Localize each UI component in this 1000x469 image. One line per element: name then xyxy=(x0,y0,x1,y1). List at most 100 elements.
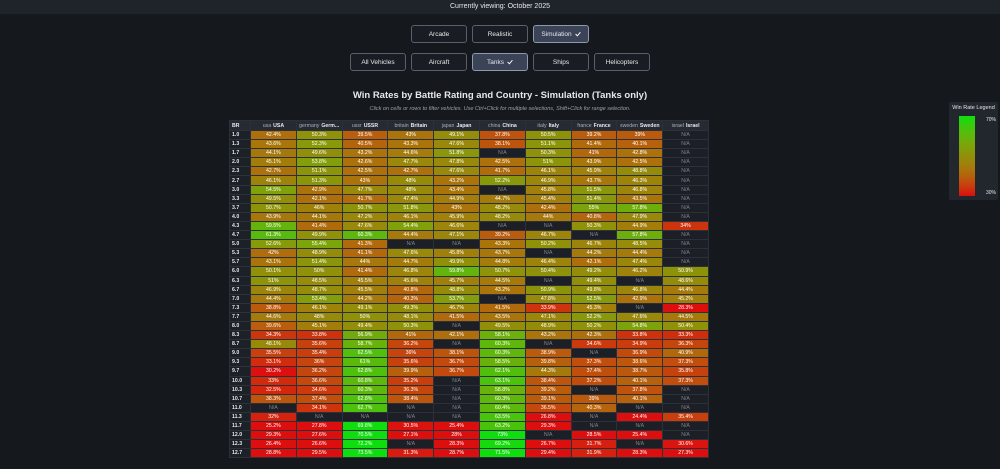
br-row[interactable]: 12.7 28.8% 29.5% 73.5% 31.3% 28.7% 71.5% 29.4% 3… xyxy=(229,448,709,459)
win-rate-cell[interactable]: 59.8% xyxy=(433,266,480,277)
win-rate-cell[interactable]: 54.4% xyxy=(387,220,435,232)
win-rate-cell[interactable]: 45.1% xyxy=(250,157,297,168)
br-cell[interactable]: 6.7 xyxy=(229,284,251,295)
win-rate-cell[interactable]: 28.3% xyxy=(433,439,480,450)
win-rate-cell[interactable]: 54.8% xyxy=(616,320,664,332)
win-rate-cell[interactable]: 44.6% xyxy=(250,311,297,322)
filter-button[interactable]: Helicopters xyxy=(594,53,650,71)
win-rate-cell[interactable]: 29.3% xyxy=(250,430,297,441)
br-row[interactable]: 9.7 30.2% 36.2% 62.8% 39.9% 36.7% 62.1% 44.3% 37… xyxy=(229,366,709,377)
win-rate-cell[interactable]: 35.6% xyxy=(295,339,343,350)
win-rate-cell[interactable]: 62.7% xyxy=(341,402,389,413)
win-rate-cell[interactable]: 34.6% xyxy=(570,339,618,350)
win-rate-cell[interactable]: 45.3% xyxy=(570,302,618,313)
win-rate-cell[interactable]: 48.5% xyxy=(616,239,664,250)
win-rate-cell[interactable]: 33.8% xyxy=(295,330,343,341)
win-rate-cell[interactable]: 40.1% xyxy=(616,393,664,404)
win-rate-cell[interactable]: 42.7% xyxy=(250,166,297,177)
win-rate-cell[interactable]: 57.8% xyxy=(616,230,664,241)
br-row[interactable]: 3.0 54.5% 42.9% 47.7% 48% 43.4% N/A 45.8% 51.5% 4… xyxy=(229,184,709,195)
win-rate-cell[interactable]: 41.7% xyxy=(341,193,389,204)
win-rate-cell[interactable]: 72.2% xyxy=(341,439,389,450)
win-rate-cell[interactable]: 48.6% xyxy=(662,275,709,286)
win-rate-cell[interactable]: 43.9% xyxy=(570,157,618,168)
win-rate-cell[interactable]: 28.7% xyxy=(433,448,480,459)
br-cell[interactable]: 11.3 xyxy=(229,411,251,423)
win-rate-cell[interactable]: 52.6% xyxy=(250,239,297,250)
br-row[interactable]: 1.7 44.1% 49.6% 43.2% 44.6% 51.8% N/A 50.3% 41% 4… xyxy=(229,148,709,159)
win-rate-cell[interactable]: 51.4% xyxy=(295,257,343,268)
win-rate-cell[interactable]: N/A xyxy=(478,293,526,304)
win-rate-cell[interactable]: 60.3% xyxy=(341,384,389,395)
win-rate-cell[interactable]: 35.8% xyxy=(662,366,709,377)
win-rate-cell[interactable]: 48.2% xyxy=(478,202,526,213)
win-rate-cell[interactable]: 33.9% xyxy=(524,302,572,313)
win-rate-cell[interactable]: 35.5% xyxy=(250,348,297,359)
win-rate-cell[interactable]: 63.1% xyxy=(478,375,526,386)
win-rate-cell[interactable]: 41.3% xyxy=(341,239,389,250)
br-cell[interactable]: 3.7 xyxy=(229,202,251,213)
win-rate-cell[interactable]: N/A xyxy=(433,320,480,332)
win-rate-cell[interactable]: 51.5% xyxy=(570,184,618,195)
br-cell[interactable]: 8.7 xyxy=(229,339,251,350)
win-rate-cell[interactable]: 46.9% xyxy=(524,175,572,186)
win-rate-cell[interactable]: 26.8% xyxy=(524,411,572,423)
win-rate-cell[interactable]: 35.2% xyxy=(387,375,435,386)
win-rate-cell[interactable]: 36.7% xyxy=(433,366,480,377)
win-rate-cell[interactable]: 46.7% xyxy=(433,302,480,313)
country-header[interactable]: usa USA xyxy=(250,120,297,131)
win-rate-cell[interactable]: 43.3% xyxy=(478,239,526,250)
win-rate-cell[interactable]: N/A xyxy=(662,384,709,395)
win-rate-cell[interactable]: 50.3% xyxy=(524,148,572,159)
win-rate-cell[interactable]: 32% xyxy=(250,411,297,423)
win-rate-cell[interactable]: N/A xyxy=(662,211,709,222)
win-rate-cell[interactable]: 37.4% xyxy=(295,393,343,404)
win-rate-cell[interactable]: 50.3% xyxy=(570,220,618,232)
win-rate-cell[interactable]: 49.4% xyxy=(570,275,618,286)
win-rate-cell[interactable]: 53.7% xyxy=(433,293,480,304)
win-rate-cell[interactable]: 49.4% xyxy=(341,320,389,332)
win-rate-cell[interactable]: N/A xyxy=(478,184,526,195)
win-rate-cell[interactable]: 46.3% xyxy=(616,175,664,186)
win-rate-cell[interactable]: 44.4% xyxy=(250,293,297,304)
br-row[interactable]: 11.0 N/A 34.1% 62.7% N/A N/A 60.4% 36.5% 40.3% N/… xyxy=(229,402,709,413)
win-rate-cell[interactable]: 53.4% xyxy=(295,293,343,304)
country-header[interactable]: germany Germ... xyxy=(295,120,343,131)
win-rate-cell[interactable]: 47.6% xyxy=(387,248,435,259)
win-rate-cell[interactable]: 27.3% xyxy=(662,448,709,459)
win-rate-cell[interactable]: 46.1% xyxy=(250,175,297,186)
win-rate-cell[interactable]: N/A xyxy=(662,157,709,168)
win-rate-cell[interactable]: 50.7% xyxy=(478,266,526,277)
win-rate-cell[interactable]: 27.6% xyxy=(295,430,343,441)
filter-button[interactable]: Realistic xyxy=(472,25,528,43)
win-rate-cell[interactable]: 29.4% xyxy=(524,448,572,459)
win-rate-cell[interactable]: 37.3% xyxy=(662,375,709,386)
win-rate-cell[interactable]: 43.9% xyxy=(250,211,297,222)
win-rate-cell[interactable]: 43% xyxy=(433,202,480,213)
win-rate-cell[interactable]: 46% xyxy=(295,202,343,213)
win-rate-cell[interactable]: 57.8% xyxy=(616,202,664,213)
win-rate-cell[interactable]: 50% xyxy=(295,266,343,277)
win-rate-cell[interactable]: 44.5% xyxy=(478,275,526,286)
win-rate-cell[interactable]: 42.5% xyxy=(616,157,664,168)
win-rate-cell[interactable]: 41% xyxy=(387,330,435,341)
win-rate-cell[interactable]: N/A xyxy=(387,402,435,413)
win-rate-cell[interactable]: 58.8% xyxy=(478,384,526,395)
win-rate-cell[interactable]: 26.4% xyxy=(250,439,297,450)
win-rate-cell[interactable]: 37.8% xyxy=(616,384,664,395)
win-rate-cell[interactable]: 41.7% xyxy=(478,166,526,177)
win-rate-cell[interactable]: 39.5% xyxy=(341,129,389,141)
win-rate-cell[interactable]: 35.4% xyxy=(295,348,343,359)
win-rate-cell[interactable]: 44.9% xyxy=(433,193,480,204)
win-rate-cell[interactable]: 49.8% xyxy=(570,284,618,295)
win-rate-cell[interactable]: 31.3% xyxy=(387,448,435,459)
win-rate-cell[interactable]: 44.5% xyxy=(662,311,709,322)
win-rate-cell[interactable]: 73% xyxy=(478,430,526,441)
win-rate-cell[interactable]: N/A xyxy=(433,384,480,395)
win-rate-cell[interactable]: 51% xyxy=(250,275,297,286)
win-rate-cell[interactable]: 40.8% xyxy=(570,211,618,222)
win-rate-cell[interactable]: N/A xyxy=(341,411,389,423)
win-rate-cell[interactable]: 49.9% xyxy=(433,257,480,268)
win-rate-cell[interactable]: 40.5% xyxy=(341,139,389,150)
filter-button[interactable]: Tanks xyxy=(472,53,528,71)
